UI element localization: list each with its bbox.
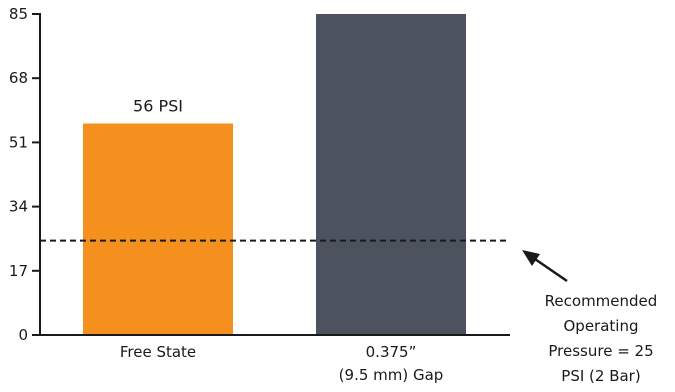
- y-tick-label: 51: [9, 133, 28, 151]
- x-category-label: 0.375”: [366, 343, 417, 361]
- x-category-label: Free State: [120, 343, 196, 361]
- annotation-text-line: Operating: [564, 317, 639, 335]
- bar: [316, 14, 466, 335]
- annotation-text-line: PSI (2 Bar): [561, 367, 640, 385]
- bar-data-label: 56 PSI: [133, 97, 183, 116]
- y-tick-label: 68: [9, 69, 28, 87]
- y-tick-label: 34: [9, 198, 28, 216]
- annotation-arrow-shaft: [531, 255, 568, 283]
- annotation-text-line: Recommended: [545, 292, 658, 310]
- x-axis-labels: Free State 0.375” (9.5 mm) Gap: [120, 343, 443, 384]
- y-tick-label: 0: [18, 326, 28, 344]
- y-tick-label: 85: [9, 5, 28, 23]
- bar: [83, 123, 233, 336]
- reference-annotation: Recommended Operating Pressure = 25 PSI (2 …: [522, 250, 657, 385]
- bars: 56 PSI: [83, 14, 466, 336]
- y-axis-ticks: 0 17 34 51 68 85: [9, 5, 40, 344]
- x-category-label: (9.5 mm) Gap: [339, 366, 444, 384]
- y-tick-label: 17: [9, 262, 28, 280]
- annotation-arrow-head: [522, 250, 540, 266]
- annotation-text-line: Pressure = 25: [548, 342, 653, 360]
